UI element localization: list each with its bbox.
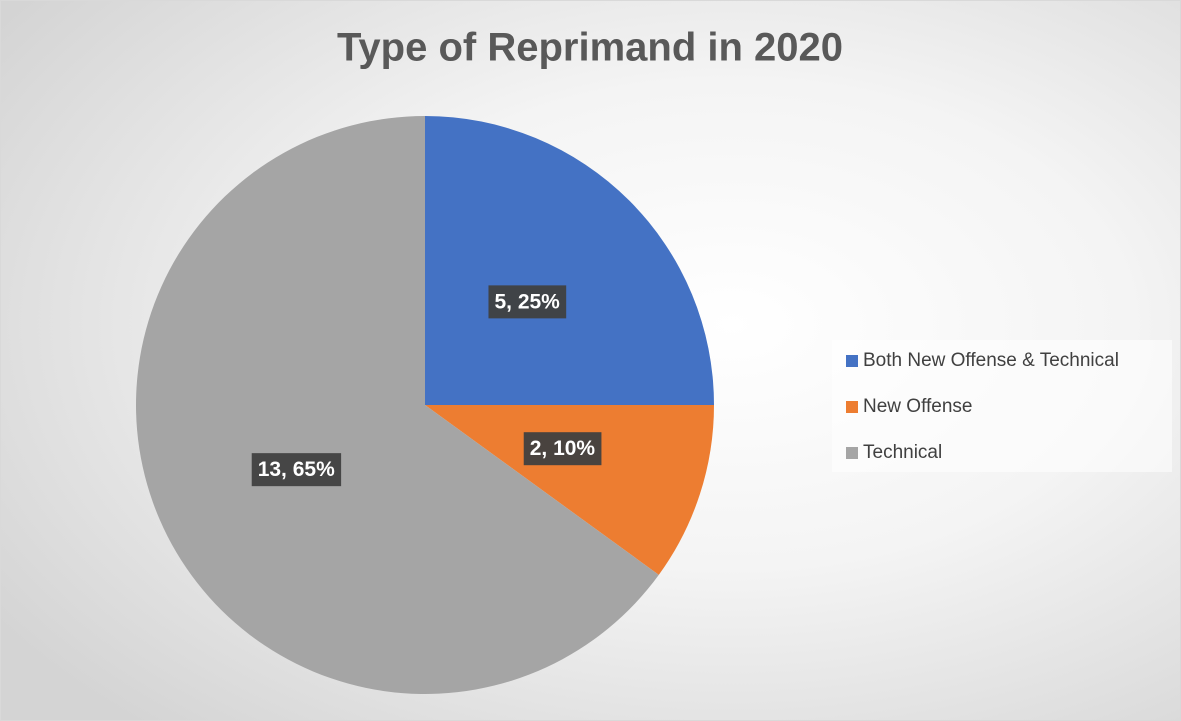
- chart-title: Type of Reprimand in 2020: [337, 26, 843, 70]
- pie-slice: [136, 116, 659, 694]
- legend-label: New Offense: [863, 396, 972, 417]
- data-label: 13, 65%: [258, 458, 335, 481]
- legend-swatch: [846, 401, 858, 413]
- data-label: 2, 10%: [530, 437, 596, 460]
- data-label: 5, 25%: [494, 290, 560, 313]
- pie-slice: [425, 405, 714, 575]
- data-label-box: [523, 432, 602, 466]
- pie-slice: [425, 116, 714, 405]
- data-label-box: [488, 285, 567, 319]
- legend-box: [832, 340, 1172, 472]
- legend-label: Technical: [863, 442, 942, 463]
- data-label-box: [251, 453, 342, 487]
- legend-swatch: [846, 355, 858, 367]
- legend-swatch: [846, 447, 858, 459]
- legend-label: Both New Offense & Technical: [863, 350, 1119, 371]
